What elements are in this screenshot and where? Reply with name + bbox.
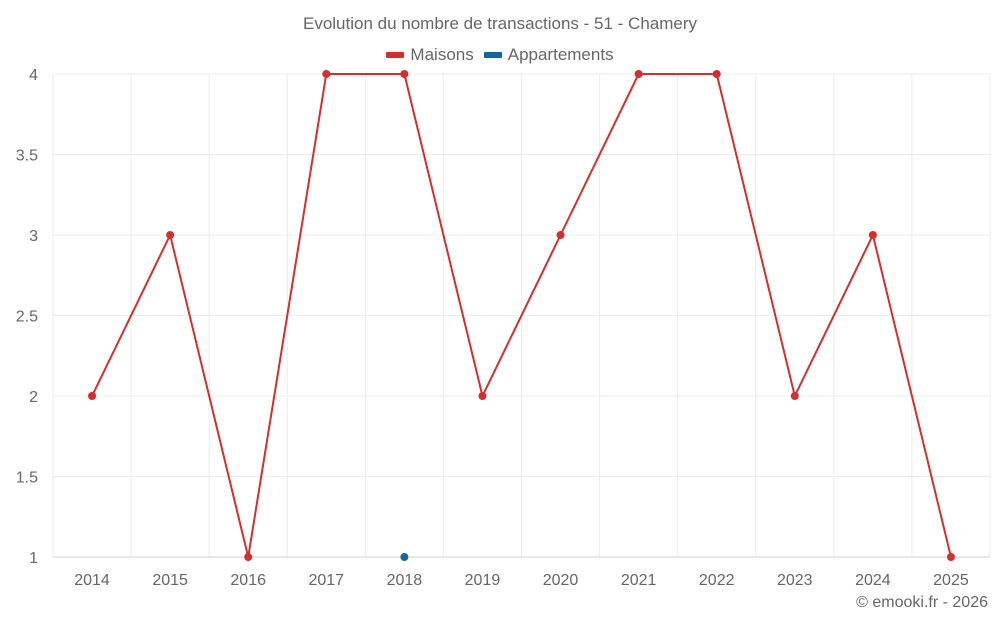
data-point-maisons [634,70,643,78]
x-tick-label: 2017 [308,572,344,589]
data-point-maisons [868,231,877,239]
data-point-maisons [322,70,331,78]
legend-label-maisons: Maisons [410,45,474,64]
y-tick-label: 3 [29,228,38,245]
x-tick-label: 2025 [933,572,969,589]
data-point-maisons [946,553,955,561]
x-tick-label: 2023 [777,572,813,589]
data-point-maisons [712,70,721,78]
y-tick-label: 2.5 [16,309,38,326]
legend-swatch-appartements [483,52,502,58]
data-point-maisons [478,392,487,400]
x-tick-label: 2024 [855,572,891,589]
data-point-appartements [400,553,409,561]
credit-text: © emooki.fr - 2026 [856,594,988,611]
data-point-maisons [400,70,409,78]
x-tick-label: 2021 [621,572,657,589]
legend-item-maisons[interactable]: Maisons [386,45,474,65]
x-tick-label: 2016 [230,572,266,589]
y-tick-label: 3.5 [16,148,38,165]
data-point-maisons [88,392,97,400]
y-tick-label: 1 [29,550,38,567]
y-tick-label: 2 [29,389,38,406]
x-tick-label: 2014 [74,572,110,589]
y-tick-label: 4 [29,67,38,84]
x-tick-label: 2019 [465,572,501,589]
legend-swatch-maisons [386,52,405,58]
data-point-maisons [556,231,565,239]
x-tick-label: 2015 [152,572,188,589]
series-line-maisons [91,73,952,558]
data-point-maisons [244,553,253,561]
chart-title: Evolution du nombre de transactions - 51… [302,14,698,33]
x-tick-label: 2022 [699,572,735,589]
data-point-maisons [790,392,799,400]
legend-item-appartements[interactable]: Appartements [483,45,614,65]
legend-label-appartements: Appartements [507,45,614,64]
data-point-maisons [166,231,175,239]
chart-legend: Maisons Appartements [0,45,1000,65]
x-tick-label: 2020 [543,572,579,589]
y-tick-label: 1.5 [16,470,38,487]
x-tick-label: 2018 [387,572,423,589]
